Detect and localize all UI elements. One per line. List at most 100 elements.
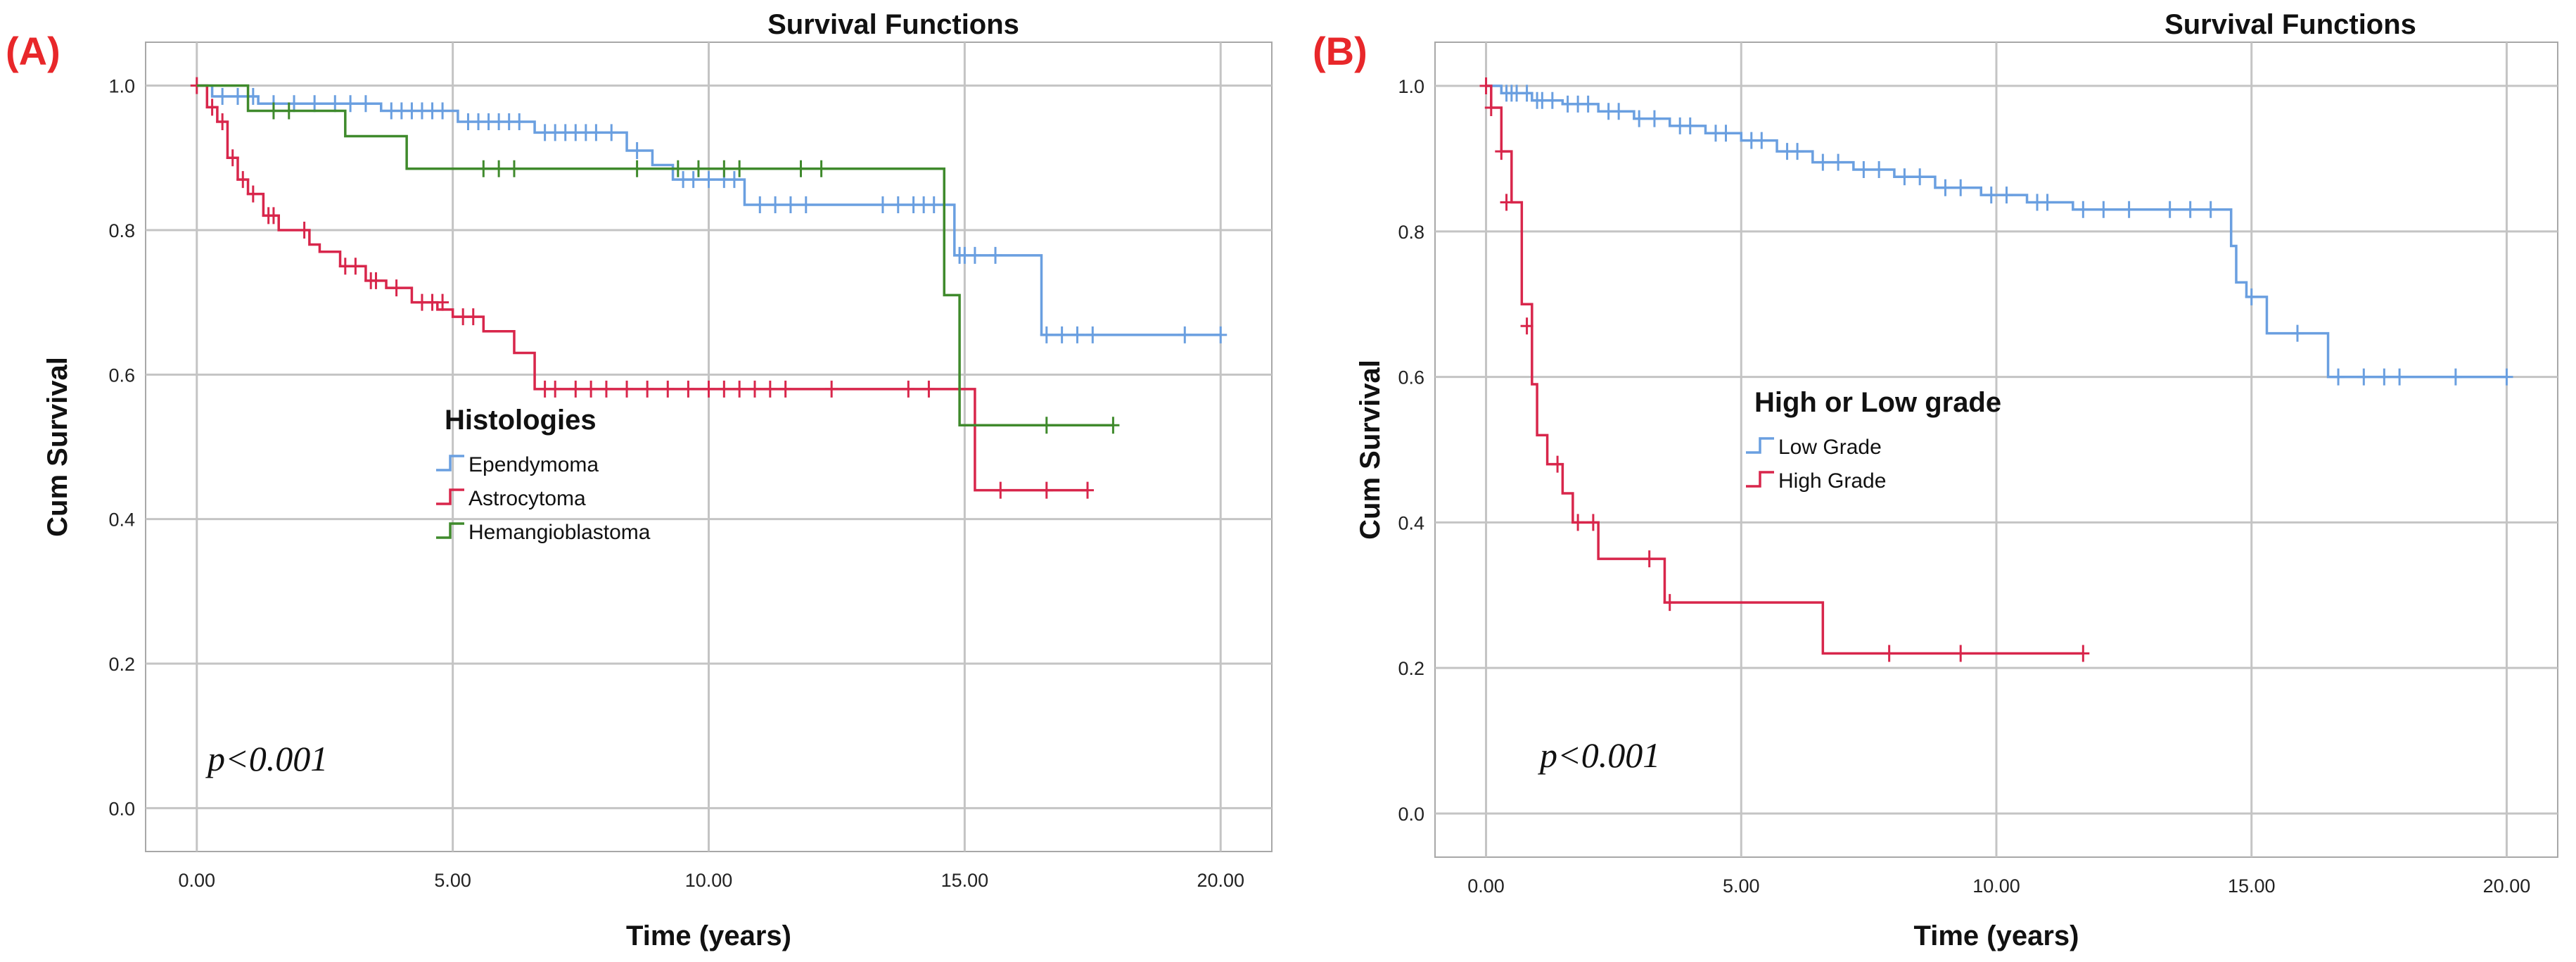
censor-mark-low-grade — [2041, 194, 2054, 211]
censor-mark-ependymoma — [359, 95, 372, 113]
censor-mark-low-grade — [1832, 153, 1845, 171]
censor-mark-low-grade — [1633, 110, 1646, 127]
censor-mark-astrocytoma — [205, 99, 219, 116]
y-axis-label: Cum Survival — [1355, 360, 1386, 540]
censor-mark-low-grade — [1816, 153, 1830, 171]
legend-label-low-grade: Low Grade — [1778, 436, 1882, 459]
legend-title: High or Low grade — [1754, 387, 2001, 418]
censor-mark-ependymoma — [513, 113, 526, 130]
censor-mark-low-grade — [1581, 95, 1595, 113]
y-tick-label: 0.0 — [108, 798, 135, 819]
censor-mark-low-grade — [1612, 103, 1626, 120]
censor-mark-ependymoma — [784, 196, 797, 214]
censor-mark-hemangioblastoma — [507, 160, 521, 177]
censor-mark-low-grade — [1913, 168, 1927, 186]
censor-mark-high-grade — [1551, 455, 1564, 473]
censor-mark-low-grade — [1755, 132, 1768, 149]
censor-mark-astrocytoma — [369, 272, 383, 289]
p-value-annotation: p<0.001 — [1538, 735, 1660, 775]
censor-mark-high-grade — [1954, 645, 1968, 662]
censor-mark-ependymoma — [605, 124, 618, 141]
censor-mark-low-grade — [2122, 201, 2136, 218]
censor-mark-ependymoma — [231, 88, 244, 106]
censor-mark-astrocytoma — [349, 258, 362, 275]
censor-mark-low-grade — [1954, 179, 1968, 196]
censor-mark-astrocytoma — [733, 380, 746, 398]
legend-title: Histologies — [445, 405, 597, 436]
survival-chart-a: 0.0 0.2 0.4 0.6 0.8 1.0 0.00 5.00 10.00 15.00 20.0… — [42, 9, 1273, 951]
series-group — [190, 77, 1228, 499]
censor-mark-ependymoma — [589, 124, 603, 141]
legend-swatch-low-grade — [1746, 437, 1774, 454]
x-tick-label: 5.00 — [434, 870, 471, 891]
legend-label-ependymoma: Ependymoma — [468, 453, 599, 476]
censor-mark-low-grade — [1719, 125, 1733, 142]
censor-mark-astrocytoma — [246, 185, 260, 203]
censor-mark-hemangioblastoma — [630, 160, 644, 177]
censor-mark-hemangioblastoma — [671, 160, 684, 177]
censor-mark-ependymoma — [769, 196, 782, 214]
censor-mark-astrocytoma — [599, 380, 613, 398]
censor-mark-astrocytoma — [620, 380, 634, 398]
censor-mark-hemangioblastoma — [691, 160, 705, 177]
censor-mark-high-grade — [2077, 645, 2090, 662]
censor-mark-ependymoma — [216, 88, 229, 106]
censor-mark-ependymoma — [1178, 326, 1192, 343]
censor-mark-astrocytoma — [267, 207, 280, 224]
censor-mark-astrocytoma — [641, 380, 654, 398]
censor-mark-ependymoma — [1214, 326, 1228, 343]
censor-mark-low-grade — [2332, 368, 2345, 386]
censor-mark-low-grade — [2204, 201, 2217, 218]
censor-mark-astrocytoma — [702, 380, 715, 398]
censor-mark-astrocytoma — [569, 380, 582, 398]
censor-mark-astrocytoma — [1081, 481, 1095, 499]
censor-mark-astrocytoma — [216, 113, 229, 130]
censor-mark-astrocytoma — [585, 380, 598, 398]
survival-chart-b: 0.0 0.2 0.4 0.6 0.8 1.0 0.00 5.00 10.00 15.00 20.0… — [1355, 9, 2558, 951]
censor-mark-ependymoma — [876, 196, 889, 214]
censor-mark-low-grade — [1545, 91, 1559, 109]
chart-panel-b: (B) 0.0 0.2 0.4 0.6 0.8 1.0 0.00 5.00 10.00 15.00… — [1288, 0, 2576, 962]
censor-mark-astrocytoma — [825, 380, 839, 398]
censor-mark-low-grade — [1857, 160, 1870, 178]
censor-mark-ependymoma — [308, 95, 321, 113]
panel-label-b: (B) — [1313, 29, 1367, 73]
censor-mark-high-grade — [1484, 99, 1498, 117]
x-tick-label: 15.00 — [941, 870, 989, 891]
panel-label-a: (A) — [6, 29, 60, 73]
censor-mark-hemangioblastoma — [733, 160, 746, 177]
legend-swatch-high-grade — [1746, 471, 1774, 488]
censor-mark-ependymoma — [727, 171, 741, 189]
series-line-hemangioblastoma — [196, 84, 1114, 426]
censor-mark-astrocytoma — [748, 380, 761, 398]
y-tick-label: 0.6 — [1398, 367, 1424, 388]
censor-mark-ependymoma — [436, 102, 449, 120]
censor-mark-ependymoma — [687, 171, 700, 189]
censor-mark-hemangioblastoma — [1040, 417, 1053, 434]
censor-mark-high-grade — [1643, 550, 1656, 568]
censor-mark-ependymoma — [799, 196, 812, 214]
series-group — [1479, 77, 2513, 662]
y-tick-label: 1.0 — [108, 76, 135, 97]
censor-mark-hemangioblastoma — [718, 160, 731, 177]
censor-mark-low-grade — [2449, 368, 2462, 386]
x-tick-label: 0.00 — [178, 870, 215, 891]
censor-mark-astrocytoma — [763, 380, 777, 398]
legend-label-hemangioblastoma: Hemangioblastoma — [468, 521, 651, 544]
censor-mark-low-grade — [1520, 84, 1534, 102]
censor-mark-hemangioblastoma — [492, 160, 506, 177]
censor-mark-ependymoma — [927, 196, 941, 214]
x-tick-label: 20.00 — [2483, 875, 2531, 897]
y-tick-label: 0.4 — [108, 510, 135, 531]
censor-mark-low-grade — [2500, 368, 2513, 386]
censor-mark-low-grade — [2000, 186, 2013, 204]
censor-mark-ependymoma — [891, 196, 905, 214]
x-tick-label: 0.00 — [1467, 875, 1505, 897]
chart-panel-a: (A) 0.0 0.2 0.4 0.6 0.8 1.0 0.00 5.00 10.00 15.00… — [6, 9, 1273, 951]
censor-mark-hemangioblastoma — [477, 160, 490, 177]
x-tick-label: 20.00 — [1197, 870, 1244, 891]
legend-label-astrocytoma: Astrocytoma — [468, 487, 586, 510]
censor-mark-astrocytoma — [1040, 481, 1053, 499]
y-tick-label: 0.8 — [1398, 222, 1424, 243]
censor-mark-ependymoma — [344, 95, 357, 113]
